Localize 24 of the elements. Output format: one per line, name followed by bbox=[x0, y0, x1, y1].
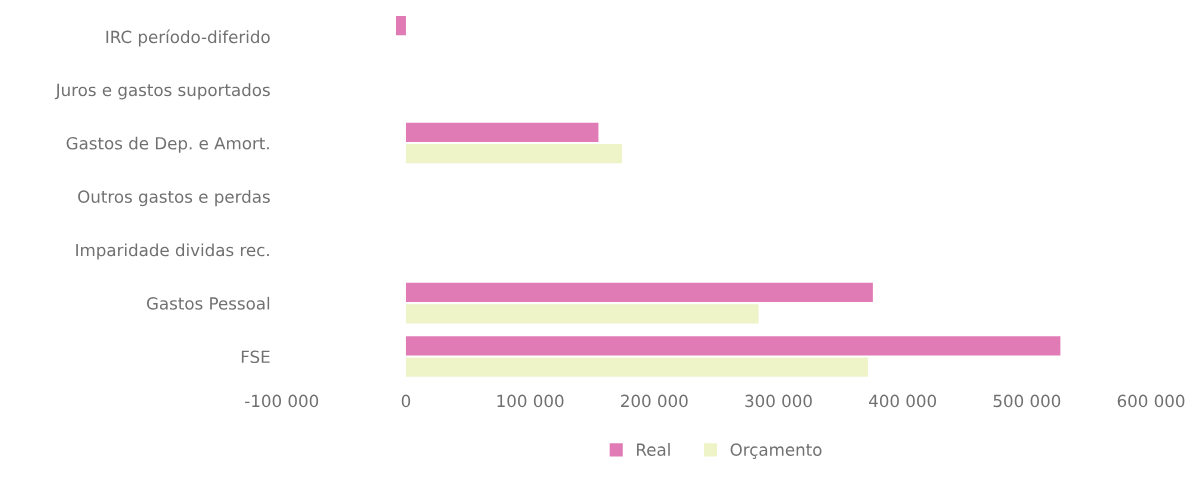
bar bbox=[405, 357, 868, 377]
y-tick-label: Gastos de Dep. e Amort. bbox=[66, 136, 269, 153]
bar bbox=[405, 282, 873, 303]
bar bbox=[405, 122, 599, 142]
bar bbox=[405, 304, 759, 324]
y-tick-label: Imparidade dividas rec. bbox=[76, 243, 269, 260]
legend-label: Orçamento bbox=[730, 443, 822, 459]
y-tick-label: IRC período-diferido bbox=[106, 29, 270, 47]
x-tick-label: 500 000 bbox=[993, 394, 1061, 408]
y-tick-label: Outros gastos e perdas bbox=[78, 190, 270, 207]
y-tick-label: Gastos Pessoal bbox=[146, 296, 270, 310]
x-tick-label: 200 000 bbox=[621, 394, 688, 408]
bar bbox=[405, 144, 623, 164]
x-tick-label: 300 000 bbox=[745, 394, 812, 408]
x-tick-label: -100 000 bbox=[245, 394, 319, 408]
y-tick-label: FSE bbox=[241, 350, 270, 364]
x-tick-label: 0 bbox=[401, 394, 411, 408]
x-tick-label: 100 000 bbox=[497, 394, 564, 408]
bar bbox=[396, 15, 406, 36]
bar bbox=[405, 336, 1061, 356]
x-tick-label: 400 000 bbox=[869, 394, 937, 408]
legend-label: Real bbox=[637, 443, 670, 456]
y-tick-label: Juros e gastos suportados bbox=[54, 83, 270, 100]
x-tick-label: 600 000 bbox=[1117, 394, 1185, 408]
